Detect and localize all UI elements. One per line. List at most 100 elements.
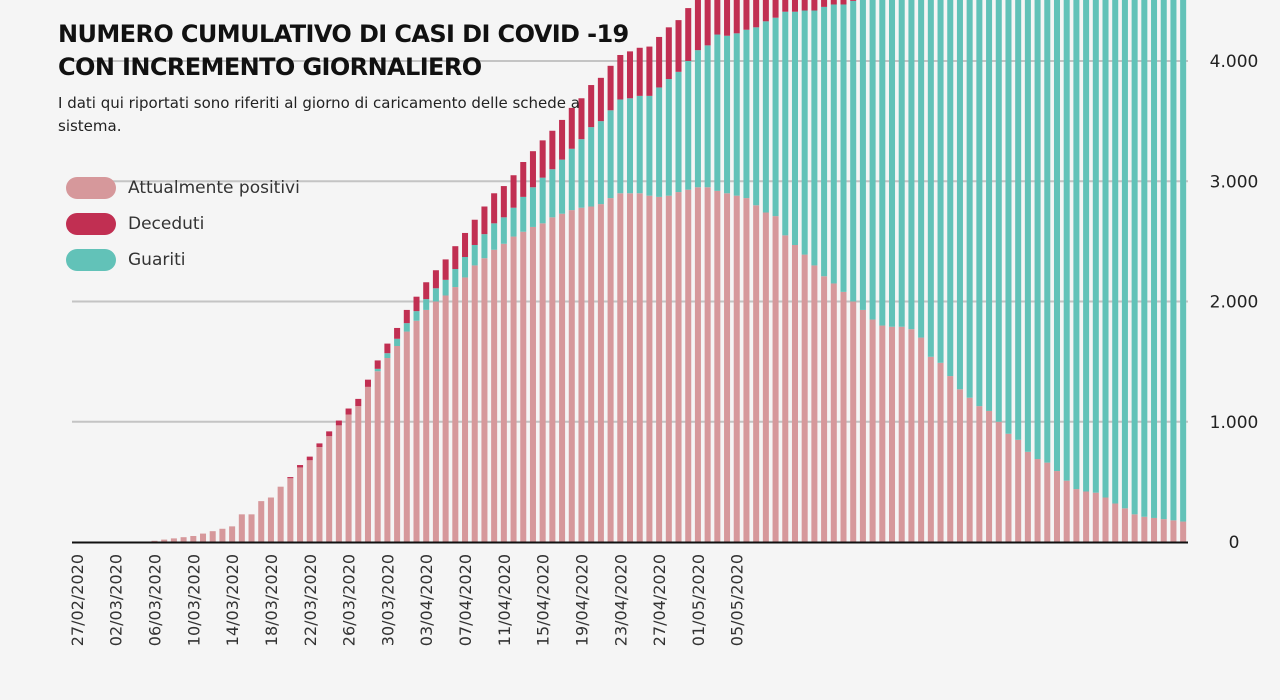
bar-guariti bbox=[597, 121, 604, 205]
bar-guariti bbox=[801, 10, 808, 255]
bar-positivi bbox=[918, 337, 925, 542]
bar-guariti bbox=[646, 95, 653, 196]
bar-guariti bbox=[947, 0, 954, 377]
bar-positivi bbox=[694, 187, 701, 542]
bar-positivi bbox=[1170, 520, 1177, 542]
bar-positivi bbox=[685, 189, 692, 543]
x-tick-label: 30/03/2020 bbox=[378, 554, 397, 646]
bar-positivi bbox=[394, 345, 401, 542]
bar-positivi bbox=[927, 356, 934, 542]
bar-guariti bbox=[384, 353, 391, 359]
legend-swatch-guariti bbox=[66, 249, 116, 271]
bar-guariti bbox=[1102, 0, 1109, 498]
bar-positivi bbox=[1180, 521, 1187, 542]
x-tick-label: 02/03/2020 bbox=[107, 554, 126, 646]
bar-deceduti bbox=[646, 46, 653, 96]
bar-positivi bbox=[1015, 439, 1022, 542]
bar-positivi bbox=[636, 193, 643, 542]
bar-positivi bbox=[947, 376, 954, 542]
bar-guariti bbox=[908, 0, 915, 330]
bar-deceduti bbox=[724, 0, 731, 36]
bar-deceduti bbox=[539, 140, 546, 178]
bar-guariti bbox=[1121, 0, 1128, 509]
bar-guariti bbox=[966, 0, 973, 398]
bar-positivi bbox=[200, 533, 207, 542]
bar-guariti bbox=[927, 0, 934, 357]
bar-positivi bbox=[1053, 471, 1060, 542]
bar-guariti bbox=[423, 299, 430, 310]
bar-positivi bbox=[277, 486, 284, 542]
bar-deceduti bbox=[743, 0, 750, 30]
x-tick-label: 05/05/2020 bbox=[728, 554, 747, 646]
bar-positivi bbox=[801, 254, 808, 542]
bar-positivi bbox=[811, 265, 818, 542]
bar-positivi bbox=[432, 301, 439, 542]
x-tick-label: 15/04/2020 bbox=[534, 554, 553, 646]
bar-deceduti bbox=[287, 477, 294, 479]
bar-guariti bbox=[636, 95, 643, 194]
y-tick-label: 2.000 bbox=[1210, 293, 1259, 313]
bar-guariti bbox=[578, 139, 585, 208]
bar-deceduti bbox=[326, 431, 333, 437]
bar-positivi bbox=[229, 526, 236, 542]
bar-positivi bbox=[791, 244, 798, 543]
bar-deceduti bbox=[559, 119, 566, 160]
bar-positivi bbox=[1024, 451, 1031, 542]
x-tick-label: 23/04/2020 bbox=[611, 554, 630, 646]
bar-positivi bbox=[976, 406, 983, 542]
bar-guariti bbox=[1112, 0, 1119, 504]
chart-title: NUMERO CUMULATIVO DI CASI DI COVID -19 C… bbox=[58, 18, 629, 84]
legend-swatch-deceduti bbox=[66, 213, 116, 235]
bar-guariti bbox=[1151, 0, 1158, 518]
bar-positivi bbox=[462, 277, 469, 542]
bar-guariti bbox=[704, 45, 711, 188]
x-tick-label: 19/04/2020 bbox=[573, 554, 592, 646]
bar-guariti bbox=[403, 323, 410, 332]
bar-positivi bbox=[258, 501, 265, 542]
bar-guariti bbox=[898, 0, 905, 327]
bar-positivi bbox=[578, 207, 585, 542]
bar-deceduti bbox=[335, 420, 342, 426]
bar-positivi bbox=[306, 460, 313, 542]
bar-positivi bbox=[559, 213, 566, 542]
bar-guariti bbox=[1141, 0, 1148, 517]
bar-positivi bbox=[1005, 433, 1012, 542]
bar-deceduti bbox=[685, 8, 692, 61]
bar-guariti bbox=[1073, 0, 1080, 490]
bar-positivi bbox=[355, 406, 362, 542]
bar-positivi bbox=[937, 362, 944, 542]
bar-positivi bbox=[1044, 462, 1051, 542]
bar-deceduti bbox=[704, 0, 711, 46]
bar-positivi bbox=[724, 193, 731, 542]
bar-positivi bbox=[403, 331, 410, 542]
bar-deceduti bbox=[413, 296, 420, 312]
bar-deceduti bbox=[597, 77, 604, 122]
bar-guariti bbox=[850, 0, 857, 302]
bar-positivi bbox=[529, 226, 536, 542]
bar-positivi bbox=[287, 478, 294, 542]
bar-positivi bbox=[1131, 514, 1138, 542]
bar-guariti bbox=[772, 17, 779, 217]
bar-guariti bbox=[520, 196, 527, 232]
bar-guariti bbox=[976, 0, 983, 407]
bar-positivi bbox=[248, 514, 255, 542]
bar-positivi bbox=[1092, 492, 1099, 542]
bar-positivi bbox=[1121, 508, 1128, 542]
bar-deceduti bbox=[568, 107, 575, 149]
bar-guariti bbox=[1170, 0, 1177, 521]
bar-positivi bbox=[966, 397, 973, 542]
bar-positivi bbox=[762, 212, 769, 542]
bar-deceduti bbox=[830, 0, 837, 5]
bar-deceduti bbox=[714, 0, 721, 35]
chart-subtitle: I dati qui riportati sono riferiti al gi… bbox=[58, 94, 580, 135]
x-tick-label: 18/03/2020 bbox=[262, 554, 281, 646]
bar-positivi bbox=[986, 410, 993, 542]
bar-guariti bbox=[1053, 0, 1060, 472]
bar-guariti bbox=[481, 234, 488, 259]
bar-deceduti bbox=[394, 327, 401, 339]
bar-guariti bbox=[1005, 0, 1012, 434]
bar-guariti bbox=[588, 127, 595, 207]
bar-guariti bbox=[626, 98, 634, 194]
bar-positivi bbox=[1063, 480, 1070, 542]
